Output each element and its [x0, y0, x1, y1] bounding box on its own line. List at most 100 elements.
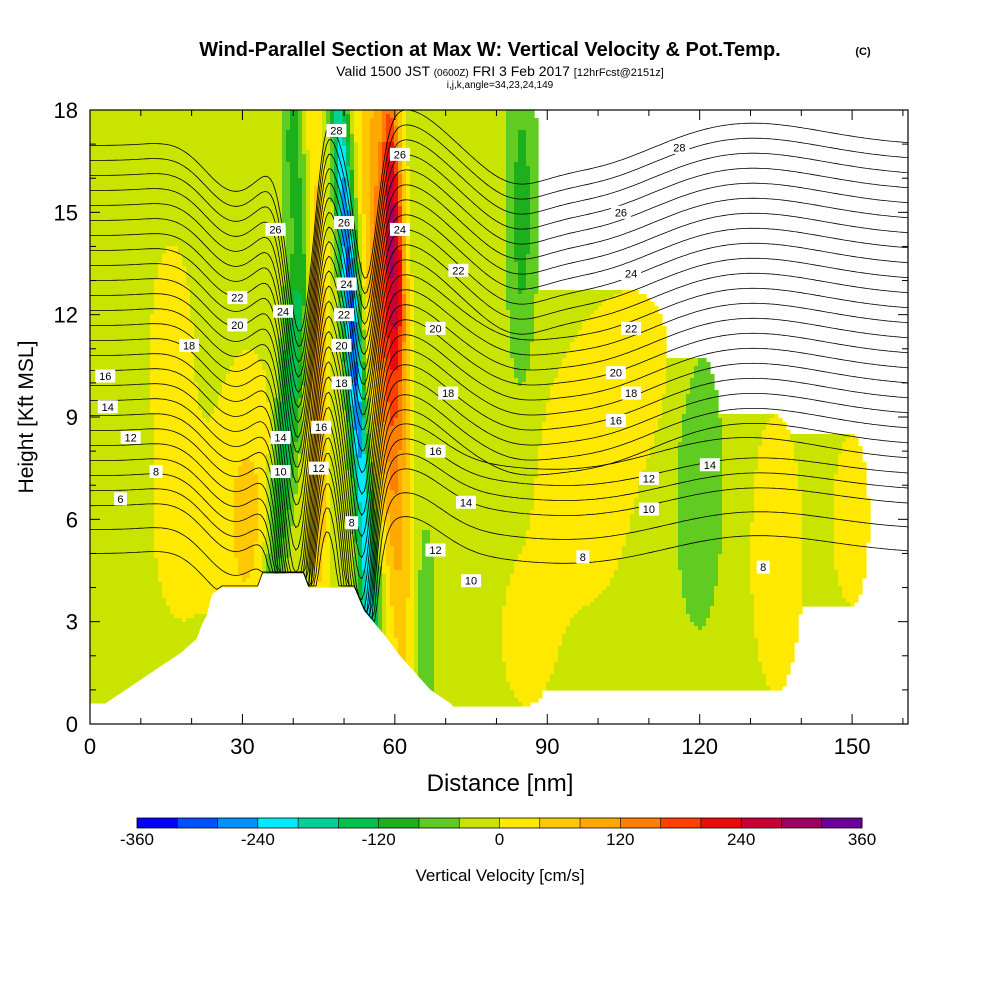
shade-cell — [502, 610, 579, 615]
colorbar-tick-label: -240 — [241, 830, 275, 849]
shade-cell — [406, 270, 411, 275]
shade-cell — [258, 358, 279, 363]
shade-cell — [718, 566, 751, 571]
shade-cell — [374, 418, 379, 423]
shade-cell — [290, 214, 303, 219]
shade-cell — [394, 166, 399, 171]
shade-cell — [358, 494, 367, 499]
shade-cell — [302, 306, 307, 311]
shade-cell — [370, 178, 379, 183]
shade-cell — [514, 254, 527, 259]
shade-cell — [398, 354, 403, 359]
shade-cell — [410, 170, 507, 175]
shade-cell — [514, 178, 531, 183]
shade-cell — [290, 110, 299, 115]
shade-cell — [326, 518, 331, 523]
shade-cell — [282, 182, 291, 187]
shade-cell — [366, 422, 371, 427]
shade-cell — [90, 246, 167, 251]
shade-cell — [374, 318, 379, 323]
shade-cell — [342, 374, 347, 379]
shade-cell — [182, 262, 287, 267]
shade-cell — [322, 362, 327, 367]
shade-cell — [354, 542, 359, 547]
shade-cell — [398, 126, 403, 131]
shade-cell — [282, 546, 291, 551]
shade-cell — [278, 454, 283, 459]
shade-cell — [374, 190, 383, 195]
shade-cell — [530, 186, 539, 191]
shade-cell — [262, 566, 267, 571]
shade-cell — [414, 614, 419, 619]
shade-cell — [514, 206, 531, 211]
shade-cell — [790, 434, 851, 439]
shade-cell — [414, 618, 419, 623]
shade-cell — [310, 582, 331, 587]
shade-cell — [286, 394, 299, 399]
shade-cell — [614, 574, 683, 579]
shade-cell — [322, 542, 331, 547]
colorbar-swatch — [620, 818, 662, 828]
shade-cell — [402, 558, 411, 563]
shade-cell — [378, 374, 383, 379]
shade-cell — [254, 462, 267, 467]
shade-cell — [202, 410, 215, 415]
shade-cell — [298, 290, 307, 295]
shade-cell — [346, 186, 351, 191]
shade-cell — [402, 358, 407, 363]
shade-cell — [338, 146, 347, 151]
shade-cell — [282, 162, 291, 167]
shade-cell — [506, 170, 515, 175]
shade-cell — [274, 402, 279, 407]
shade-cell — [278, 406, 283, 411]
shade-cell — [366, 570, 371, 575]
shade-cell — [354, 466, 359, 471]
shade-cell — [506, 110, 535, 115]
shade-cell — [298, 414, 303, 419]
shade-cell — [350, 382, 355, 387]
shade-cell — [410, 326, 415, 331]
shade-cell — [406, 350, 411, 355]
shade-cell — [366, 250, 371, 255]
shade-cell — [354, 410, 363, 415]
shade-cell — [282, 118, 291, 123]
shade-cell — [506, 214, 515, 219]
shade-cell — [310, 458, 327, 463]
shade-cell — [398, 654, 407, 659]
shade-cell — [278, 450, 283, 455]
shade-cell — [258, 526, 267, 531]
shade-cell — [342, 142, 347, 147]
shade-cell — [414, 522, 531, 527]
shade-cell — [402, 310, 407, 315]
shade-cell — [322, 254, 331, 259]
shade-cell — [354, 510, 359, 515]
shade-cell — [354, 486, 359, 491]
shade-cell — [386, 458, 399, 463]
shade-cell — [390, 410, 399, 415]
shade-cell — [390, 182, 395, 187]
shade-cell — [394, 234, 399, 239]
shade-cell — [694, 374, 715, 379]
shade-cell — [270, 478, 275, 483]
shade-cell — [298, 154, 307, 159]
shade-cell — [414, 542, 423, 547]
shade-cell — [326, 162, 331, 167]
shade-cell — [430, 542, 527, 547]
shade-cell — [386, 474, 391, 479]
shade-cell — [402, 530, 411, 535]
shade-cell — [642, 478, 679, 483]
shade-cell — [390, 342, 399, 347]
shade-cell — [622, 290, 639, 295]
shade-cell — [194, 366, 231, 371]
shade-cell — [350, 386, 355, 391]
shade-cell — [366, 346, 371, 351]
shade-cell — [414, 546, 423, 551]
shade-cell — [722, 478, 755, 483]
shade-cell — [842, 450, 863, 455]
shade-cell — [370, 362, 375, 367]
shade-cell — [310, 242, 315, 247]
shade-cell — [306, 478, 311, 483]
shade-cell — [410, 238, 507, 243]
shade-cell — [322, 214, 327, 219]
